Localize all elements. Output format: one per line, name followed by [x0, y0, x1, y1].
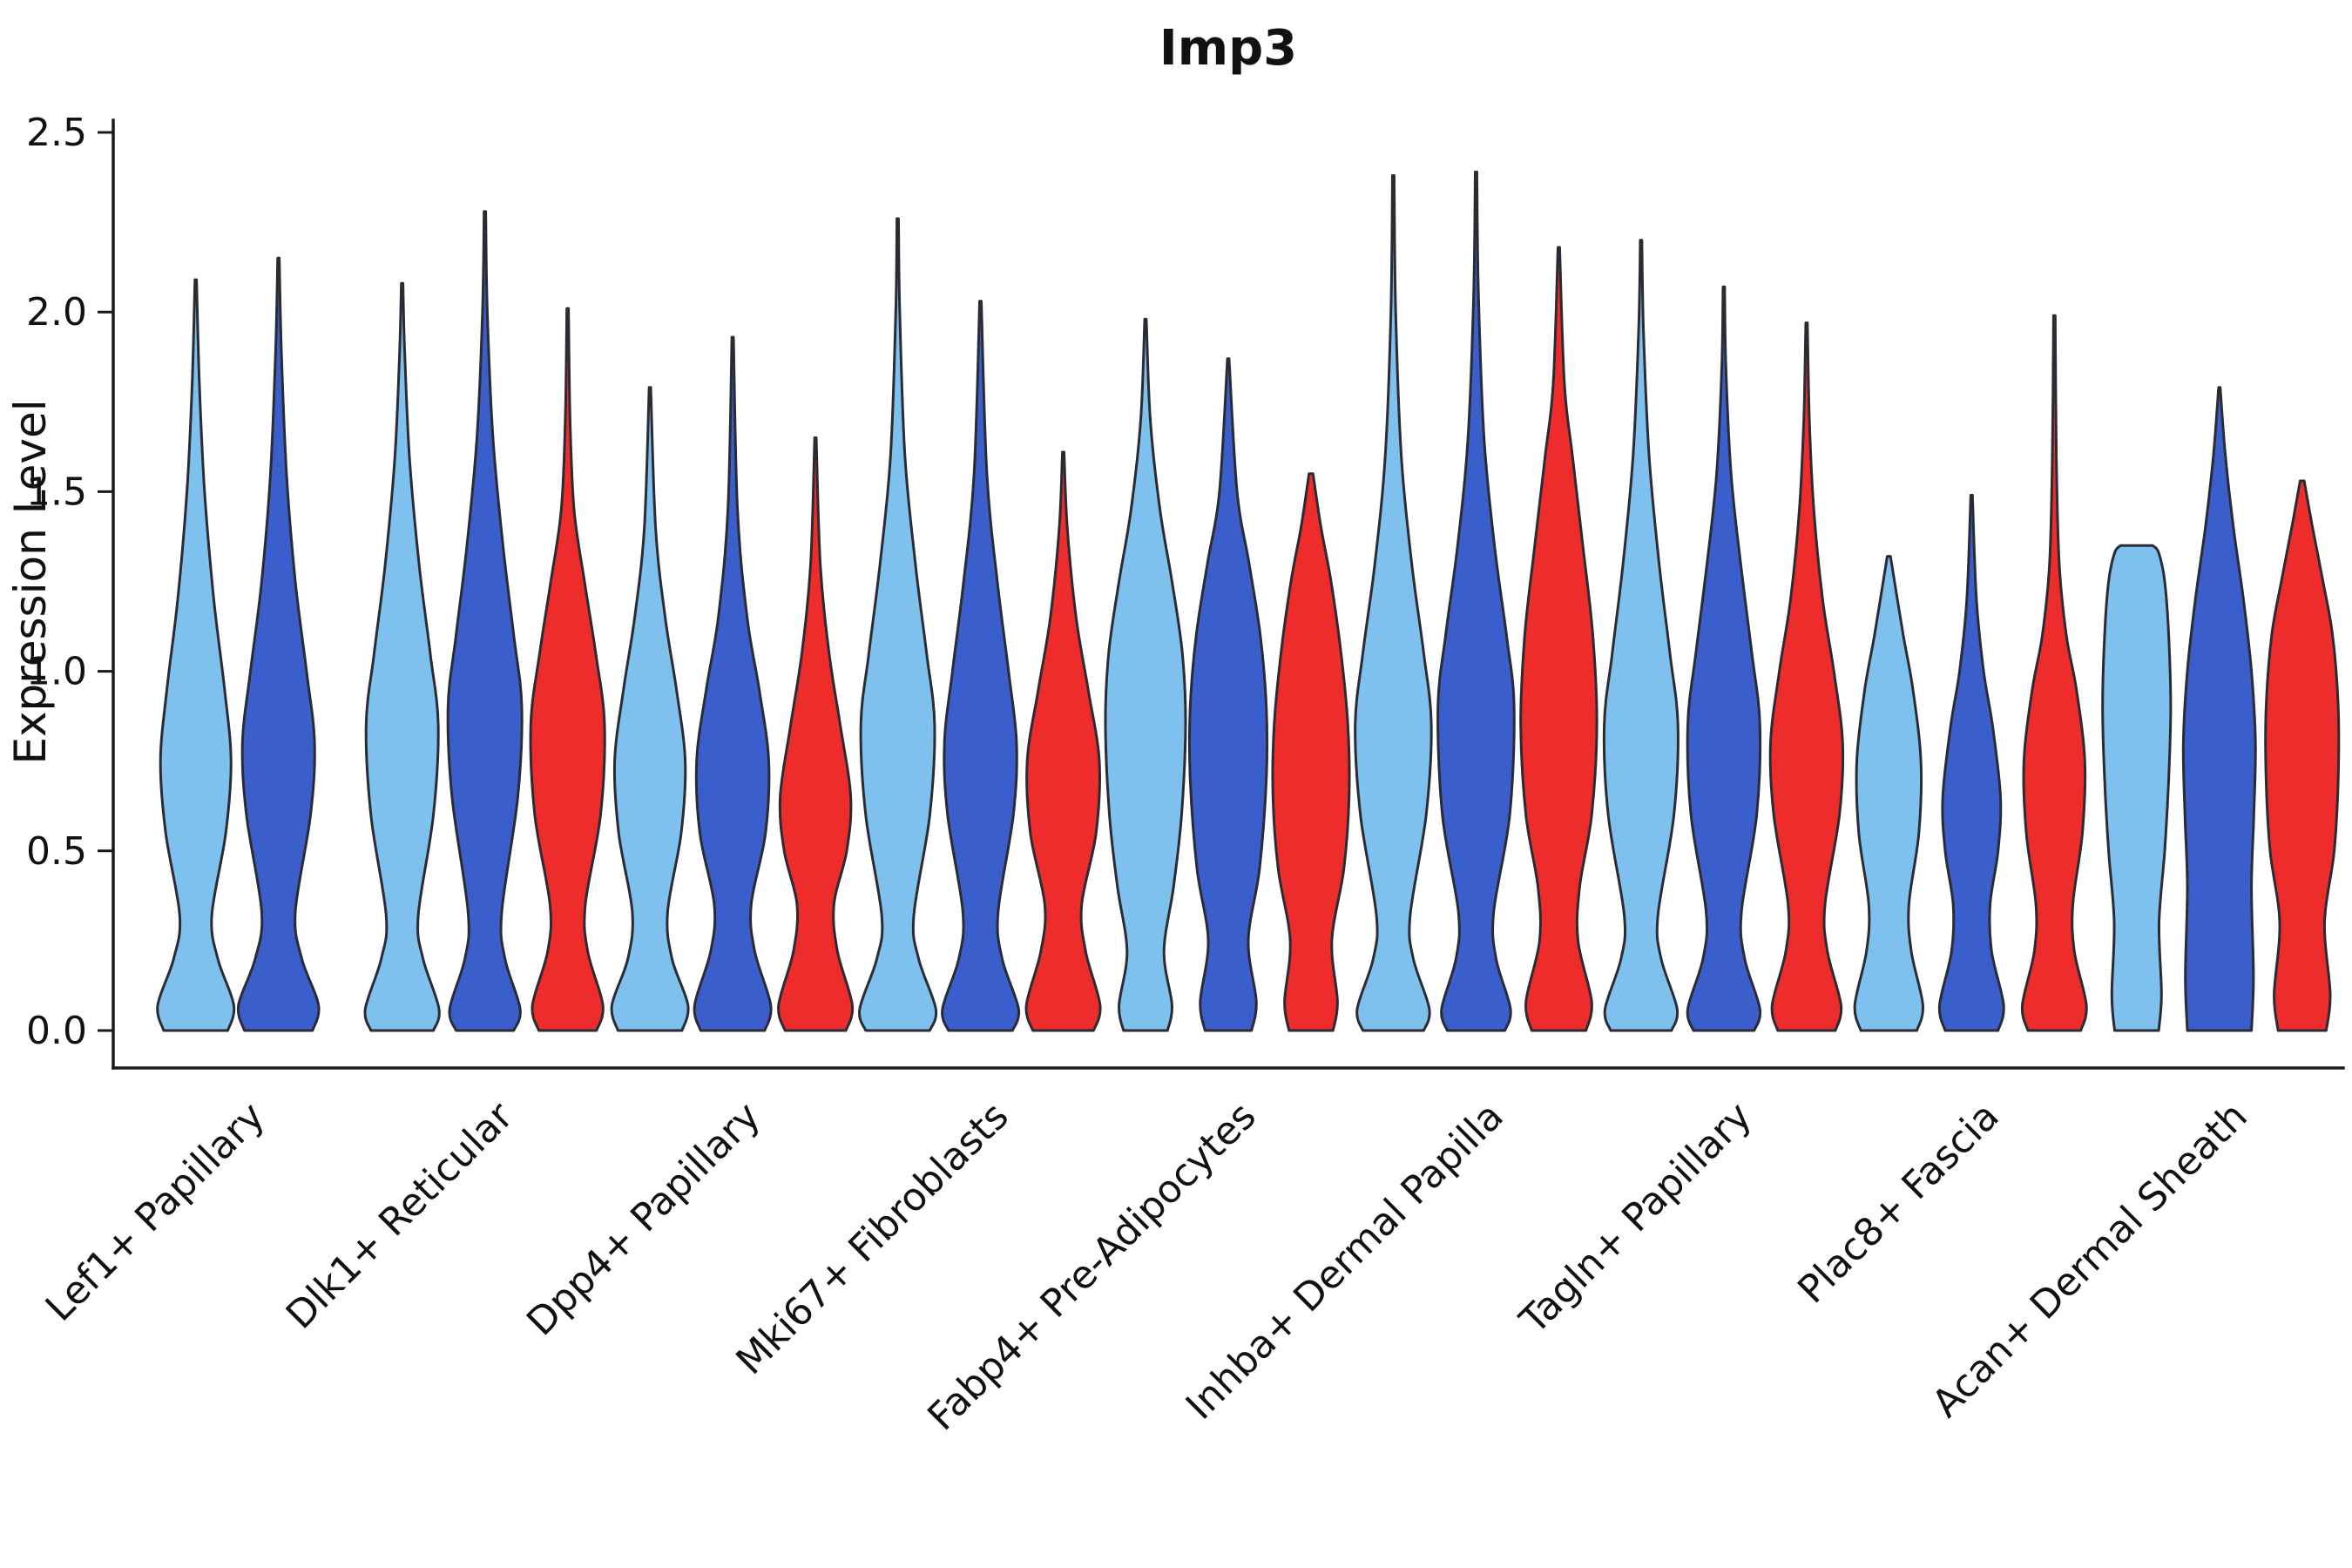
- violin-plac8-fascia-series-1: [1937, 494, 2005, 1032]
- y-tick-label: 0.0: [26, 1009, 87, 1053]
- x-category-label-tagln-papillary: Tagln+ Papillary: [1511, 1094, 1761, 1343]
- violin-lef1-papillary-series-1: [236, 256, 321, 1032]
- violin-mki67-fibroblasts-series-2: [1024, 450, 1102, 1032]
- violin-dlk1-reticular-series-0: [363, 281, 441, 1032]
- violin-inhba-dermal-papilla-series-2: [1519, 246, 1598, 1032]
- violin-mki67-fibroblasts-series-0: [858, 217, 938, 1032]
- y-axis-label: Expression Level: [5, 399, 56, 764]
- x-category-label-mki67-fibroblasts: Mki67+ Fibroblasts: [727, 1094, 1017, 1383]
- x-category-label-plac8-fascia: Plac8+ Fascia: [1789, 1094, 2008, 1313]
- violin-inhba-dermal-papilla-series-0: [1354, 174, 1433, 1032]
- violin-plac8-fascia-series-2: [2020, 314, 2088, 1032]
- y-tick-label: 2.5: [26, 111, 87, 155]
- violin-tagln-papillary-series-0: [1602, 239, 1680, 1032]
- chart-title: Imp3: [1159, 20, 1297, 77]
- y-tick-label: 1.5: [26, 470, 87, 514]
- y-tick-label: 0.5: [26, 829, 87, 874]
- violin-tagln-papillary-series-2: [1768, 321, 1845, 1032]
- violin-dpp4-papillary-series-0: [610, 386, 690, 1032]
- violin-acan-dermal-sheath-series-2: [2264, 479, 2341, 1032]
- violin-tagln-papillary-series-1: [1686, 285, 1762, 1032]
- violin-fabp4-pre-adipocytes-series-1: [1187, 357, 1269, 1032]
- violin-inhba-dermal-papilla-series-1: [1436, 170, 1516, 1032]
- y-tick-label: 1.0: [26, 650, 87, 694]
- violin-dlk1-reticular-series-2: [529, 307, 606, 1032]
- violin-fabp4-pre-adipocytes-series-0: [1104, 317, 1187, 1032]
- x-category-label-dpp4-papillary: Dpp4+ Papillary: [518, 1094, 769, 1345]
- violin-fabp4-pre-adipocytes-series-2: [1271, 472, 1351, 1032]
- violin-mki67-fibroblasts-series-1: [941, 300, 1021, 1032]
- violin-acan-dermal-sheath-series-1: [2181, 386, 2257, 1032]
- y-tick-label: 2.0: [26, 290, 87, 335]
- violin-acan-dermal-sheath-series-0: [2101, 544, 2173, 1032]
- violin-dlk1-reticular-series-1: [446, 210, 524, 1032]
- violin-plac8-fascia-series-0: [1853, 555, 1924, 1032]
- x-category-label-dlk1-reticular: Dlk1+ Reticular: [278, 1093, 523, 1338]
- violin-lef1-papillary-series-0: [156, 278, 236, 1032]
- plot-area: 0.0 0.5 1.0 1.5 2.0 2.5 Lef1+ Papillary Dlk1+ R…: [26, 111, 2345, 1439]
- x-category-label-lef1-papillary: Lef1+ Papillary: [37, 1094, 274, 1330]
- violin-dpp4-papillary-series-1: [693, 335, 773, 1032]
- violin-dpp4-papillary-series-2: [777, 436, 855, 1032]
